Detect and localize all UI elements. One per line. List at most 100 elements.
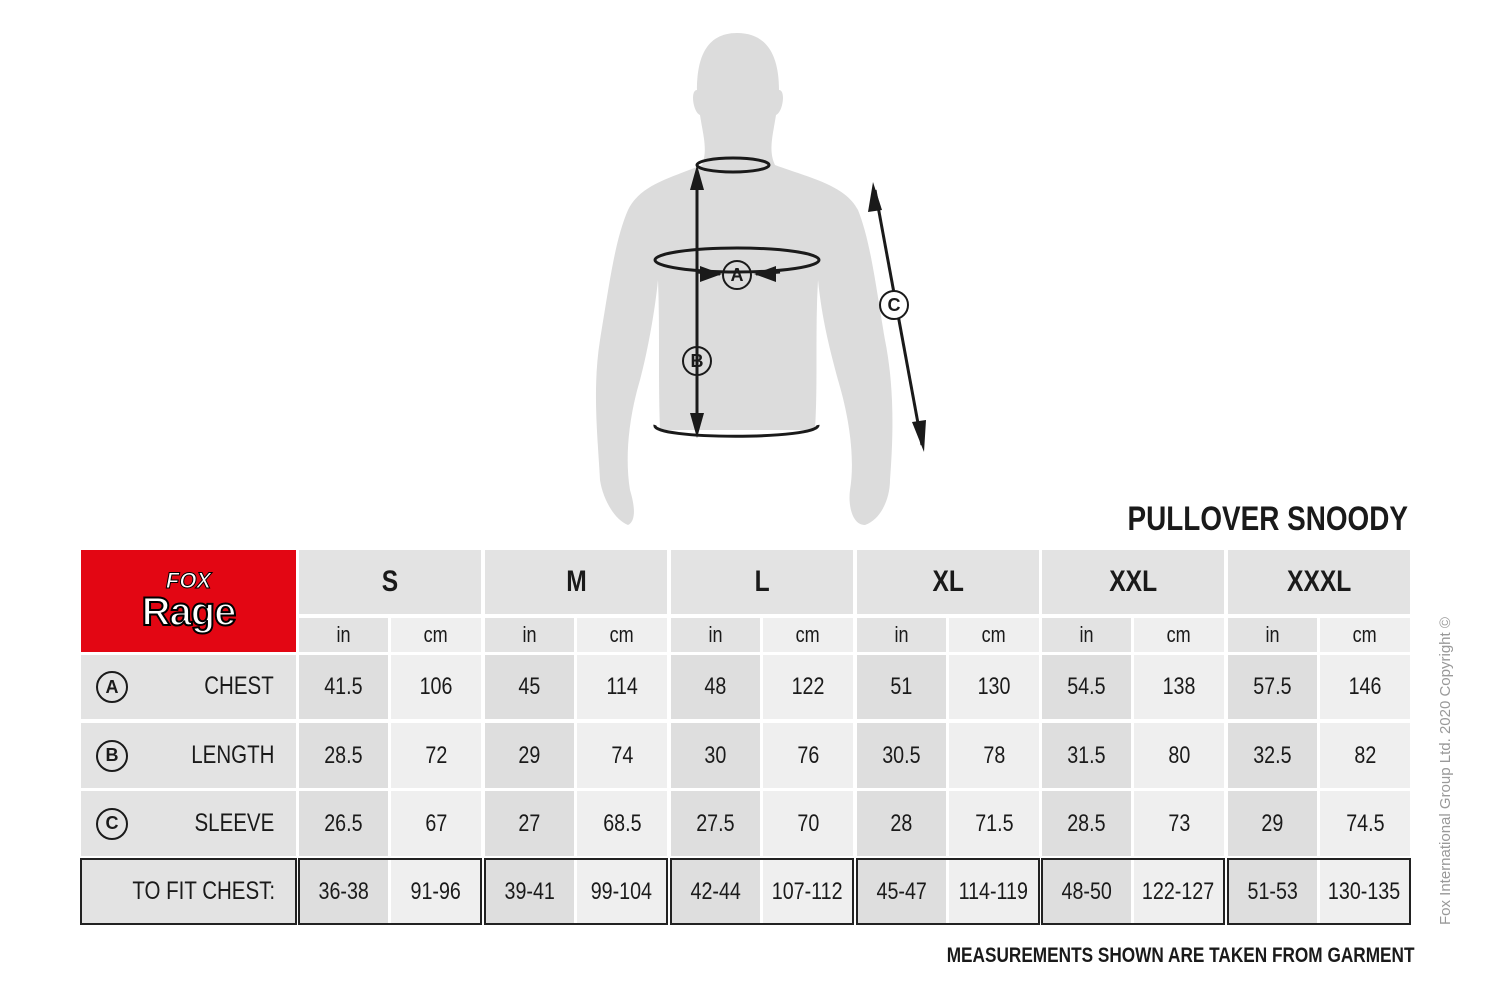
value-in: 51 <box>857 655 946 719</box>
value-cm-text: 72 <box>425 741 447 769</box>
size-header: S <box>299 550 481 614</box>
row-label: SLEEVE <box>194 808 274 837</box>
value-cm: 82 <box>1320 723 1410 788</box>
value-cm-text: 138 <box>1162 673 1196 700</box>
diagram-marker-a: A <box>722 260 752 290</box>
value-in: 57.5 <box>1228 655 1317 719</box>
value-cm-text: 130 <box>977 673 1011 700</box>
fit-in: 36-38 <box>300 860 388 923</box>
value-cm: 72 <box>391 723 481 788</box>
unit-cm-header-text: cm <box>1352 622 1378 647</box>
unit-cm-header-text: cm <box>1166 622 1192 647</box>
value-cm: 138 <box>1134 655 1224 719</box>
fit-in: 42-44 <box>672 860 760 923</box>
value-in: 41.5 <box>299 655 388 719</box>
value-cm: 67 <box>391 791 481 856</box>
footnote: MEASUREMENTS SHOWN ARE TAKEN FROM GARMEN… <box>946 944 1414 967</box>
row-marker: A <box>96 671 128 703</box>
diagram-marker-c: C <box>879 290 909 320</box>
fit-in-text: 39-41 <box>504 877 556 905</box>
value-cm: 122 <box>763 655 853 719</box>
value-in-text: 29 <box>1261 809 1284 837</box>
value-cm: 74 <box>577 723 667 788</box>
value-cm: 76 <box>763 723 853 788</box>
fit-cm-text: 130-135 <box>1328 877 1401 905</box>
value-cm-text: 73 <box>1168 809 1190 837</box>
fit-in-text: 51-53 <box>1247 877 1299 905</box>
size-header-text: L <box>754 565 770 598</box>
unit-in-header: in <box>299 618 388 652</box>
value-in: 29 <box>1228 791 1317 856</box>
fit-label: TO FIT CHEST: <box>132 877 275 905</box>
unit-in-header: in <box>485 618 574 652</box>
size-header-text: XXL <box>1109 565 1157 598</box>
value-in: 30.5 <box>857 723 946 788</box>
fit-cm-text: 91-96 <box>410 877 461 905</box>
fit-label-cell <box>80 858 297 925</box>
value-in-text: 27.5 <box>696 809 735 837</box>
fit-box <box>1227 858 1411 925</box>
value-in-text: 31.5 <box>1067 741 1106 769</box>
fit-box <box>856 858 1040 925</box>
unit-in-header-text: in <box>336 622 351 647</box>
row-marker: C <box>96 807 128 840</box>
value-in: 28.5 <box>299 723 388 788</box>
value-in: 28.5 <box>1042 791 1131 856</box>
value-in-text: 27 <box>518 809 541 837</box>
value-cm: 74.5 <box>1320 791 1410 856</box>
fit-in: 45-47 <box>858 860 946 923</box>
unit-in-header-text: in <box>894 622 909 647</box>
unit-in-header-text: in <box>708 622 723 647</box>
fit-in-text: 45-47 <box>876 877 928 905</box>
fit-in: 51-53 <box>1229 860 1317 923</box>
unit-cm-header: cm <box>577 618 667 652</box>
row-label: CHEST <box>204 672 274 700</box>
value-in-text: 32.5 <box>1253 741 1292 769</box>
value-cm-text: 106 <box>419 673 453 700</box>
value-cm-text: 71.5 <box>974 809 1014 837</box>
value-cm-text: 122 <box>791 673 825 700</box>
value-in-text: 41.5 <box>324 673 363 700</box>
value-cm: 73 <box>1134 791 1224 856</box>
row-marker: B <box>96 739 128 772</box>
value-cm: 71.5 <box>949 791 1039 856</box>
unit-in-header: in <box>671 618 760 652</box>
size-header: L <box>671 550 853 614</box>
unit-cm-header: cm <box>1320 618 1410 652</box>
value-in: 26.5 <box>299 791 388 856</box>
fit-cm-text: 99-104 <box>590 877 653 905</box>
value-in: 48 <box>671 655 760 719</box>
value-in-text: 51 <box>890 673 913 700</box>
value-cm-text: 146 <box>1348 673 1382 700</box>
value-cm: 130 <box>949 655 1039 719</box>
unit-in-header-text: in <box>1079 622 1094 647</box>
unit-cm-header-text: cm <box>423 622 449 647</box>
value-in: 32.5 <box>1228 723 1317 788</box>
value-in-text: 28.5 <box>324 741 363 769</box>
fit-cm: 130-135 <box>1320 860 1409 923</box>
diagram-marker-b: B <box>682 346 712 376</box>
copyright-text: Fox International Group Ltd. 2020 Copyri… <box>1437 617 1454 925</box>
fit-cm-text: 114-119 <box>958 877 1029 905</box>
fit-in-text: 36-38 <box>318 877 370 905</box>
unit-cm-header: cm <box>949 618 1039 652</box>
value-in-text: 30.5 <box>882 741 921 769</box>
value-cm-text: 68.5 <box>602 809 642 837</box>
size-header: XXL <box>1042 550 1224 614</box>
fit-box <box>670 858 854 925</box>
value-cm-text: 70 <box>797 809 819 837</box>
unit-cm-header: cm <box>1134 618 1224 652</box>
unit-in-header-text: in <box>522 622 537 647</box>
fit-cm: 91-96 <box>391 860 480 923</box>
value-cm-text: 114 <box>606 673 638 700</box>
value-in: 45 <box>485 655 574 719</box>
fit-cm-text: 122-127 <box>1142 877 1215 905</box>
unit-in-header: in <box>857 618 946 652</box>
value-in-text: 30 <box>704 741 727 769</box>
fit-cm: 99-104 <box>577 860 666 923</box>
size-header-text: M <box>565 565 587 598</box>
value-in: 30 <box>671 723 760 788</box>
unit-cm-header: cm <box>763 618 853 652</box>
value-cm: 146 <box>1320 655 1410 719</box>
unit-in-header: in <box>1228 618 1317 652</box>
